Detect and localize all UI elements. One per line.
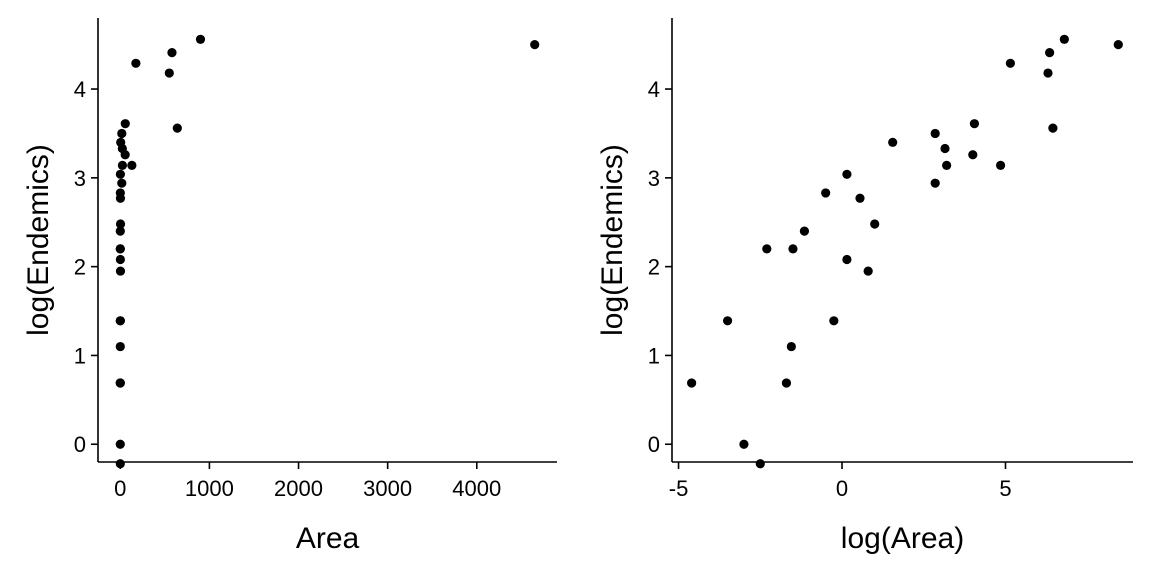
data-point xyxy=(167,48,177,58)
y-tick-label: 1 xyxy=(648,343,660,368)
x-tick-label: 1000 xyxy=(185,476,234,501)
data-point xyxy=(115,439,125,449)
panel-right: 0 1 2 3 4 -5 0 5 log(Area) log(Endemics) xyxy=(596,18,1133,555)
data-point xyxy=(687,378,697,388)
data-point xyxy=(115,341,125,352)
y-tick-label: 2 xyxy=(74,255,86,280)
y-tick-label: 2 xyxy=(648,255,660,280)
data-point xyxy=(115,254,125,265)
data-point xyxy=(842,254,852,265)
data-point xyxy=(115,266,126,276)
data-point xyxy=(969,119,980,129)
data-point xyxy=(821,188,831,198)
data-point xyxy=(120,150,130,160)
y-tick-label: 3 xyxy=(648,166,660,191)
data-point xyxy=(930,178,940,188)
x-tick-label: 3000 xyxy=(363,476,412,501)
panel-left: 0 1 2 3 4 0 1000 2000 3000 4000 Area log(Endemics) xyxy=(22,18,557,555)
data-point xyxy=(722,316,733,326)
y-axis-title: log(Endemics) xyxy=(22,144,55,336)
data-point xyxy=(1005,58,1015,68)
data-point xyxy=(870,219,880,229)
data-point xyxy=(115,193,126,203)
y-tick-label: 4 xyxy=(74,77,86,102)
data-point xyxy=(164,68,174,78)
y-tick-label: 0 xyxy=(648,432,660,457)
x-tick-label: 0 xyxy=(114,476,126,501)
data-point xyxy=(195,34,206,44)
data-point xyxy=(1048,123,1058,133)
data-point xyxy=(115,226,125,236)
data-point xyxy=(788,244,798,254)
data-point xyxy=(863,266,873,276)
data-point xyxy=(786,341,796,352)
data-point xyxy=(968,150,978,160)
data-point xyxy=(942,160,952,171)
x-tick-label: -5 xyxy=(669,476,689,501)
data-point xyxy=(1059,34,1069,44)
data-point xyxy=(115,316,125,326)
data-point xyxy=(995,160,1006,171)
data-point xyxy=(762,244,772,254)
y-tick-label: 3 xyxy=(74,166,86,191)
data-point xyxy=(755,459,765,469)
data-point xyxy=(1113,40,1123,50)
x-axis-title: Area xyxy=(296,522,360,555)
data-point xyxy=(855,193,865,203)
x-axis-title: log(Area) xyxy=(841,522,964,555)
data-point xyxy=(172,123,182,133)
data-point xyxy=(115,459,125,469)
data-point xyxy=(115,169,125,179)
data-point xyxy=(120,119,130,129)
data-point xyxy=(888,137,898,147)
data-point xyxy=(739,439,749,449)
x-tick-label: 0 xyxy=(836,476,848,501)
y-tick-label: 1 xyxy=(74,343,86,368)
data-point xyxy=(131,58,141,68)
data-point xyxy=(115,244,125,254)
data-point xyxy=(781,378,792,388)
x-tick-label: 5 xyxy=(999,476,1011,501)
x-tick-label: 4000 xyxy=(452,476,501,501)
data-point xyxy=(117,128,127,139)
data-point xyxy=(940,143,950,154)
data-point xyxy=(117,178,127,188)
data-point xyxy=(115,378,125,388)
data-point xyxy=(842,169,852,179)
data-point xyxy=(530,40,540,50)
data-point xyxy=(117,160,128,171)
y-tick-label: 0 xyxy=(74,432,86,457)
x-tick-label: 2000 xyxy=(274,476,323,501)
data-point xyxy=(930,128,940,139)
data-point xyxy=(115,219,126,229)
data-point xyxy=(1043,68,1053,78)
y-axis-title: log(Endemics) xyxy=(596,144,629,336)
data-point xyxy=(829,316,839,326)
data-point xyxy=(127,160,137,171)
data-point xyxy=(799,226,810,236)
data-point xyxy=(1045,48,1055,58)
y-tick-label: 4 xyxy=(648,77,660,102)
